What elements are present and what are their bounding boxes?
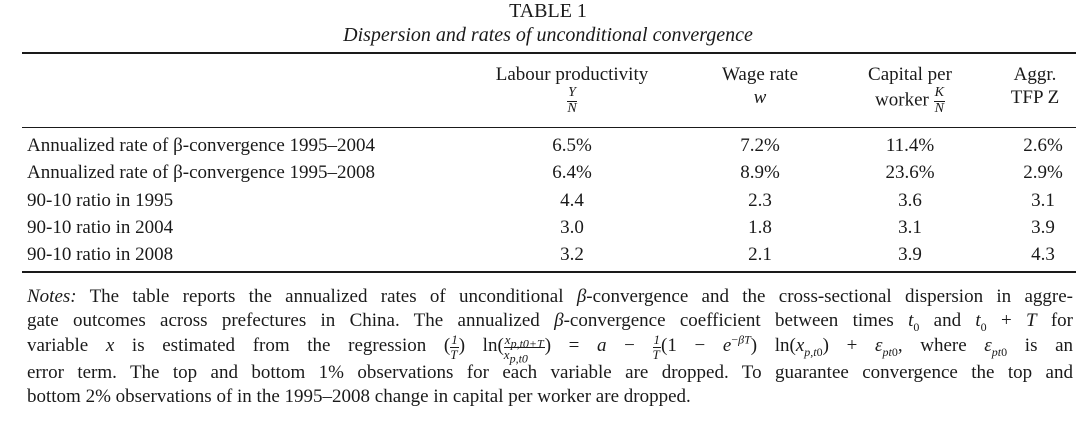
- column-header-text: Labour productivity: [495, 64, 649, 85]
- column-header-text: TFP Z: [1010, 87, 1060, 108]
- column-header-text: Wage rate: [722, 64, 798, 85]
- notes-line-1-text: The table reports the annualized rates o…: [89, 286, 1073, 307]
- row-label: 90-10 ratio in 1995: [27, 190, 174, 211]
- table-cell: 3.2: [560, 244, 584, 265]
- fraction-denominator: N: [934, 101, 944, 116]
- table-cell: 2.6%: [1023, 135, 1063, 156]
- bottom-rule: [22, 271, 1076, 273]
- table-cell: 4.4: [560, 190, 584, 211]
- table-cell: 1.8: [748, 217, 772, 238]
- table-cell: 3.1: [1031, 190, 1055, 211]
- table-cell: 6.5%: [552, 135, 592, 156]
- fraction-numerator: K: [933, 85, 945, 102]
- row-label: 90-10 ratio in 2004: [27, 217, 174, 238]
- column-header-aggr-tfp: Aggr. TFP Z: [995, 63, 1075, 109]
- notes-line: Notes: The table reports the annualized …: [27, 285, 1073, 309]
- table-cell: 7.2%: [740, 135, 780, 156]
- notes-line: gate outcomes across prefectures in Chin…: [27, 309, 1073, 333]
- column-header-text: Aggr.: [1013, 64, 1057, 85]
- table-cell: 11.4%: [885, 135, 935, 156]
- table-cell: 3.9: [1031, 217, 1055, 238]
- table-cell: 4.3: [1031, 244, 1055, 265]
- table-cell: 2.3: [748, 190, 772, 211]
- row-label: Annualized rate of β-convergence 1995–20…: [27, 162, 376, 183]
- column-header-symbol: w: [753, 87, 767, 108]
- notes-line: error term. The top and bottom 1% observ…: [27, 361, 1073, 385]
- header-rule: [22, 127, 1076, 128]
- regression-equation: variable x is estimated from the regress…: [27, 332, 1074, 366]
- notes-line-4-text: error term. The top and bottom 1% observ…: [27, 362, 1073, 383]
- row-label: 90-10 ratio in 2008: [27, 244, 174, 265]
- table-cell: 23.6%: [885, 162, 935, 183]
- table-notes: Notes: The table reports the annualized …: [27, 285, 1073, 409]
- table-cell: 3.9: [898, 244, 922, 265]
- notes-line-5-text: bottom 2% observations of in the 1995–20…: [27, 386, 691, 407]
- table-cell: 2.9%: [1023, 162, 1063, 183]
- notes-label: Notes:: [27, 286, 77, 307]
- fraction-numerator: Y: [567, 85, 577, 102]
- top-rule: [22, 52, 1076, 54]
- table-cell: 6.4%: [552, 162, 592, 183]
- row-label: Annualized rate of β-convergence 1995–20…: [27, 135, 376, 156]
- table-cell: 8.9%: [740, 162, 780, 183]
- table-label: TABLE 1: [509, 0, 587, 22]
- column-header-text: Capital per: [868, 64, 952, 85]
- column-header-wage-rate: Wage rate w: [690, 63, 830, 109]
- table-title: Dispersion and rates of unconditional co…: [343, 24, 753, 46]
- notes-line: variable x is estimated from the regress…: [27, 332, 1074, 366]
- notes-line: bottom 2% observations of in the 1995–20…: [27, 385, 1073, 409]
- notes-line-2-text: gate outcomes across prefectures in Chin…: [27, 310, 1073, 334]
- table-cell: 3.0: [560, 217, 584, 238]
- table-cell: 3.6: [898, 190, 922, 211]
- column-header-text: worker: [875, 89, 929, 111]
- fraction-denominator: N: [567, 101, 577, 116]
- table-cell: 2.1: [748, 244, 772, 265]
- table-cell: 3.1: [898, 217, 922, 238]
